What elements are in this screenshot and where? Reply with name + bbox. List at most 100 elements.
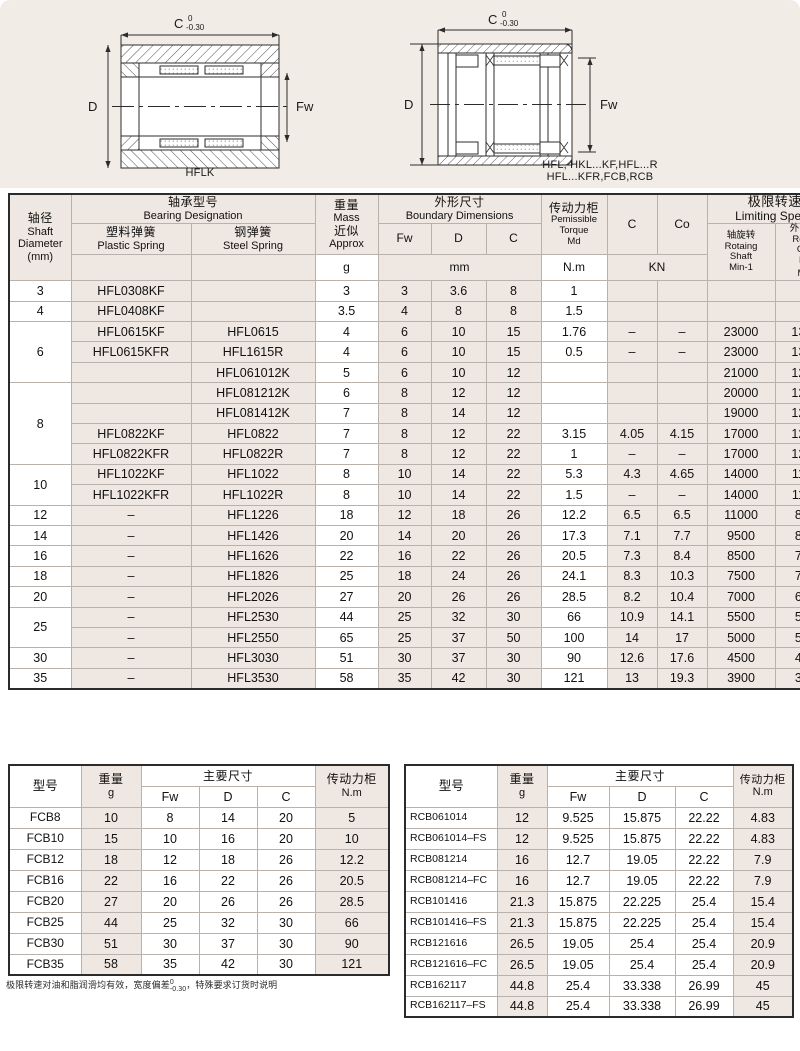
rcb-cell-fw: 19.05 (546, 953, 610, 976)
rcb-cell-d: 19.05 (608, 869, 676, 892)
rcb-cell-torque: 15.4 (732, 911, 794, 934)
rcb-cell-mass: 12 (496, 806, 548, 829)
header-shaft-en1: Shaft (27, 225, 54, 238)
drawing-right-caption: HFL, HKL...KF,HFL...R HFL...KFR,FCB,RCB (400, 159, 800, 184)
fcb-cell-d: 26 (198, 890, 258, 913)
cell-shaft-diameter: 16 (8, 545, 72, 567)
cell-shaft-diameter: 8 (8, 382, 72, 465)
cell-speed-outer: 11000 (774, 463, 800, 486)
rcb-cell-c: 25.4 (674, 953, 734, 976)
fcb-cell-torque: 10 (314, 827, 390, 850)
header-torque-en3: Md (567, 235, 581, 247)
fcb-cell-mass: 10 (80, 806, 142, 829)
rcb-cell-model: RCB081214 (404, 848, 498, 871)
cell-d: 37 (430, 647, 487, 669)
cell-fw: 35 (377, 667, 432, 690)
cell-capacity-co: 4.65 (656, 463, 708, 486)
cell-plastic-spring: HFL0822KFR (70, 443, 192, 465)
cell-capacity-co: 19.3 (656, 667, 708, 690)
rcb-cell-model: RCB162117 (404, 974, 498, 997)
footnote-part2: ，特殊要求订货时说明 (186, 980, 278, 990)
cell-d: 37 (430, 626, 487, 649)
rcb-cell-fw: 12.7 (546, 848, 610, 871)
cell-capacity-c (606, 280, 658, 302)
cell-fw: 8 (377, 422, 432, 445)
cell-capacity-c: 8.2 (606, 586, 658, 608)
cell-d: 18 (430, 504, 487, 526)
rcb-cell-mass: 44.8 (496, 995, 548, 1018)
cell-speed-outer: 4500 (774, 647, 800, 669)
rcb-cell-d: 22.225 (608, 911, 676, 934)
cell-fw: 14 (377, 524, 432, 547)
header-outer-rot-en2: Outer (777, 245, 800, 256)
cell-speed-outer: 11000 (774, 484, 800, 506)
cell-speed-outer: 13000 (774, 341, 800, 363)
cell-capacity-c: 4.05 (606, 422, 658, 445)
cell-mass: 4 (314, 341, 379, 363)
fcb-table-wrapper: 型号 重量 g 主要尺寸 传动力柜 N.m Fw D (8, 764, 390, 976)
cell-plastic-spring: HFL0308KF (70, 280, 192, 302)
cell-c: 22 (485, 422, 542, 445)
fcb-cell-mass: 22 (80, 869, 142, 892)
cell-speed-shaft: 14000 (706, 484, 776, 506)
cell-plastic-spring: – (70, 545, 192, 567)
cell-shaft-diameter: 3 (8, 280, 72, 302)
rcb-cell-c: 22.22 (674, 827, 734, 850)
cell-steel-spring: HFL1226 (190, 504, 316, 526)
cell-plastic-spring: HFL0615KF (70, 321, 192, 343)
cell-torque: 1.5 (540, 484, 608, 506)
rcb-cell-fw: 25.4 (546, 974, 610, 997)
cell-d: 42 (430, 667, 487, 690)
header-designation-cn: 轴承型号 (168, 195, 219, 210)
rcb-cell-fw: 12.7 (546, 869, 610, 892)
cell-c: 12 (485, 402, 542, 425)
cell-capacity-co: – (656, 341, 708, 363)
cell-c: 30 (485, 667, 542, 690)
cell-plastic-spring (70, 382, 192, 404)
fcb-header-mass: 重量 g (80, 764, 142, 808)
cell-torque: 1 (540, 443, 608, 465)
cell-plastic-spring: – (70, 647, 192, 669)
drawing-hfl-family: C 0 -0.30 D Fw HFL, HKL...KF,HFL...R HFL… (400, 0, 800, 188)
rcb-header-torque-unit: N.m (752, 786, 773, 799)
cell-fw: 8 (377, 382, 432, 404)
cell-d: 14 (430, 463, 487, 486)
fcb-table-body: FCB8 10 8 14 20 5 FCB10 15 10 16 20 10 FCB12 18 12 18 26… (8, 806, 390, 976)
fcb-cell-d: 14 (198, 806, 258, 829)
header-outer-rot-cn: 外圈旋转 (789, 222, 800, 234)
cell-steel-spring: HFL1826 (190, 565, 316, 588)
header-c: C (485, 222, 542, 256)
cell-torque: 1.5 (540, 300, 608, 323)
cell-steel-spring: HFL061012K (190, 361, 316, 384)
rcb-header-mass-cn: 重量 (509, 772, 535, 787)
fcb-cell-model: FCB10 (8, 827, 82, 850)
header-outer-rot-en3: Ring (777, 255, 800, 267)
rcb-cell-torque: 20.9 (732, 932, 794, 955)
table-row: 10 HFL1022KF HFL1022 8 10 14 22 5.3 4.3 4.65 14000… (8, 463, 800, 506)
cell-torque: 100 (540, 626, 608, 649)
rcb-header-d: D (608, 785, 676, 808)
cell-torque: 1 (540, 280, 608, 302)
fcb-header-dims: 主要尺寸 (140, 764, 316, 787)
rcb-cell-mass: 26.5 (496, 953, 548, 976)
dim-d-label-right: D (404, 97, 413, 112)
header-d: D (430, 222, 487, 256)
rcb-cell-d: 33.338 (608, 974, 676, 997)
cell-mass: 3.5 (314, 300, 379, 323)
fcb-cell-torque: 5 (314, 806, 390, 829)
fcb-cell-c: 20 (256, 827, 316, 850)
cell-torque: 20.5 (540, 545, 608, 567)
dim-fw-label: Fw (296, 99, 314, 114)
fcb-header-torque-unit: N.m (341, 786, 362, 799)
cell-c: 26 (485, 565, 542, 588)
cell-plastic-spring: HFL0615KFR (70, 341, 192, 363)
header-shaft-diameter: 轴径 Shaft Diameter (mm) (8, 193, 72, 282)
cell-capacity-co (656, 402, 708, 425)
fcb-header-c: C (256, 785, 316, 808)
cell-speed-outer: 8000 (774, 504, 800, 526)
cell-speed-outer: 12000 (774, 422, 800, 445)
